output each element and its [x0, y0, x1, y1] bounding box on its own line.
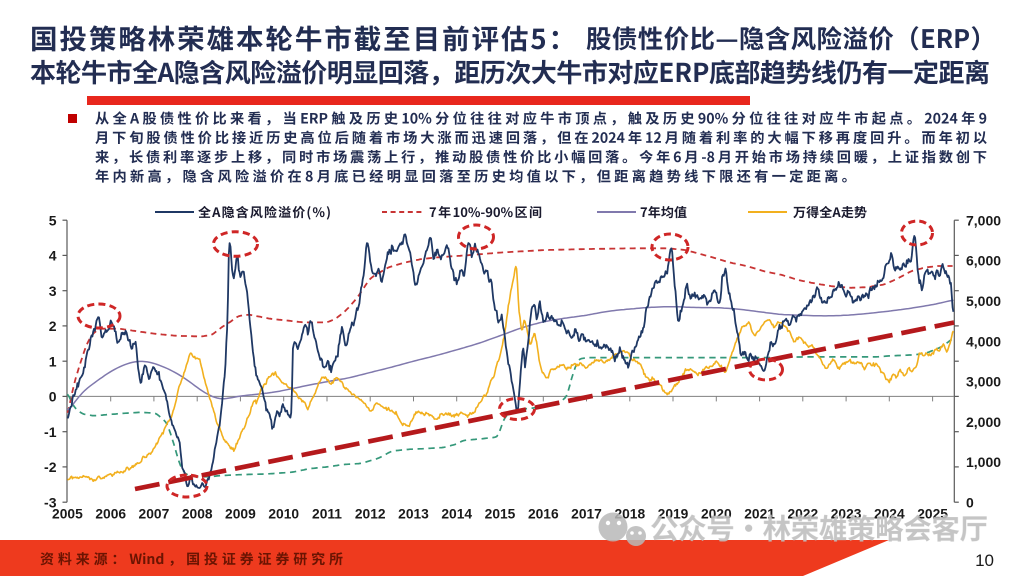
svg-text:-3: -3	[44, 494, 57, 510]
svg-text:4,000: 4,000	[966, 333, 1001, 349]
svg-text:5: 5	[49, 212, 57, 228]
svg-text:2015: 2015	[485, 507, 516, 522]
svg-text:2008: 2008	[182, 507, 213, 522]
svg-text:3: 3	[49, 283, 57, 299]
svg-text:2012: 2012	[355, 507, 386, 522]
svg-text:2017: 2017	[571, 507, 602, 522]
svg-text:2005: 2005	[52, 507, 83, 522]
svg-text:2010: 2010	[268, 507, 299, 522]
svg-text:10: 10	[975, 551, 994, 570]
svg-text:2016: 2016	[528, 507, 559, 522]
svg-text:2: 2	[49, 318, 57, 334]
svg-text:-1: -1	[44, 424, 57, 440]
svg-text:2013: 2013	[398, 507, 429, 522]
svg-text:2009: 2009	[225, 507, 256, 522]
svg-text:2021: 2021	[744, 507, 775, 522]
svg-text:3,000: 3,000	[966, 374, 1001, 390]
svg-text:-2: -2	[44, 459, 57, 475]
svg-text:2011: 2011	[312, 507, 342, 522]
svg-text:2007: 2007	[139, 507, 170, 522]
svg-text:0: 0	[49, 389, 57, 405]
svg-text:1: 1	[49, 353, 57, 369]
svg-text:2019: 2019	[658, 507, 689, 522]
svg-text:4: 4	[49, 248, 57, 264]
svg-text:2006: 2006	[95, 507, 126, 522]
svg-text:7,000: 7,000	[966, 212, 1001, 228]
svg-text:0: 0	[966, 494, 974, 510]
svg-text:6,000: 6,000	[966, 253, 1001, 269]
svg-text:1,000: 1,000	[966, 454, 1001, 470]
svg-text:2014: 2014	[441, 507, 472, 522]
svg-text:2,000: 2,000	[966, 414, 1001, 430]
svg-text:5,000: 5,000	[966, 293, 1001, 309]
